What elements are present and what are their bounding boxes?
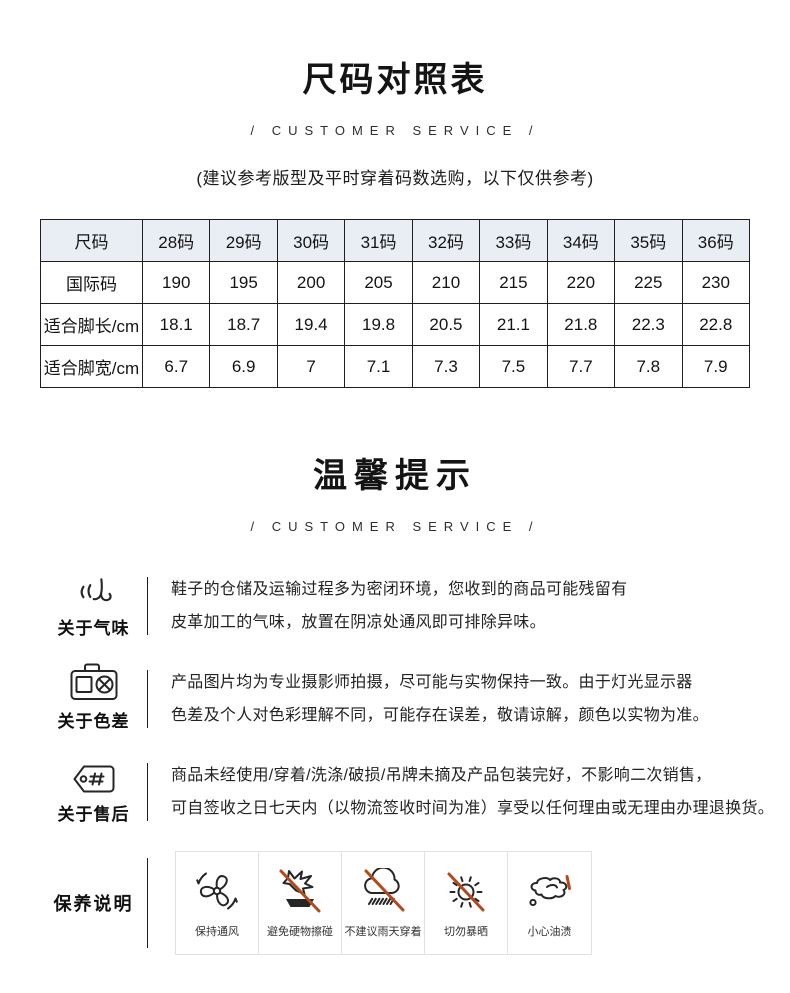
tips-list: 关于气味 鞋子的仓储及运输过程多为密闭环境，您收到的商品可能残留有 皮革加工的气…: [40, 572, 774, 825]
tip-text: 产品图片均为专业摄影师拍摄，尽可能与实物保持一致。由于灯光显示器 色差及个人对色…: [171, 666, 709, 732]
tip-left-aftersale: 关于售后: [40, 758, 147, 825]
care-cell-no-scrape: 避免硬物擦碰: [259, 852, 342, 954]
tip-row-aftersale: 关于售后 商品未经使用/穿着/洗涤/破损/吊牌未摘及产品包装完好，不影响二次销售…: [40, 758, 774, 825]
table-cell: 19.4: [276, 303, 346, 346]
vertical-divider: [147, 858, 148, 948]
table-cell: 36码: [681, 219, 750, 262]
table-cell: 6.7: [141, 345, 211, 388]
fan-icon: [194, 867, 240, 915]
table-cell: 19.8: [344, 303, 413, 346]
tip-text-line: 商品未经使用/穿着/洗涤/破损/吊牌未摘及产品包装完好，不影响二次销售，: [171, 766, 712, 784]
table-cell: 国际码: [40, 261, 143, 304]
camera-icon: [70, 663, 118, 701]
table-cell: 18.7: [209, 303, 278, 346]
nose-icon: [75, 572, 113, 608]
tip-text: 商品未经使用/穿着/洗涤/破损/吊牌未摘及产品包装完好，不影响二次销售， 可自签…: [171, 759, 774, 825]
tag-icon: [72, 758, 116, 794]
table-cell: 21.8: [546, 303, 616, 346]
table-cell: 7.7: [546, 345, 616, 388]
care-caption: 保持通风: [195, 926, 239, 938]
table-cell: 215: [479, 261, 548, 304]
tip-left-odor: 关于气味: [40, 572, 147, 639]
table-row: 适合脚长/cm 18.1 18.7 19.4 19.8 20.5 21.1 21…: [40, 303, 750, 346]
tip-label: 关于气味: [57, 619, 130, 638]
care-cell-oil: 小心油渍: [508, 852, 591, 954]
care-cell-ventilation: 保持通风: [176, 852, 259, 954]
customer-service-subtitle: / CUSTOMER SERVICE /: [250, 519, 540, 534]
table-cell: 33码: [479, 219, 548, 262]
warm-tips-title: 温馨提示: [313, 457, 477, 495]
table-cell: 220: [546, 261, 616, 304]
tip-left-color: 关于色差: [40, 663, 147, 732]
tip-label: 关于色差: [57, 712, 130, 731]
oil-stain-icon: [525, 867, 575, 915]
table-cell: 7.9: [681, 345, 750, 388]
table-cell: 18.1: [141, 303, 211, 346]
size-note: (建议参考版型及平时穿着码数选购，以下仅供参考): [196, 169, 594, 188]
table-cell: 210: [411, 261, 481, 304]
vertical-divider: [147, 762, 148, 821]
table-row: 国际码 190 195 200 205 210 215 220 225 230: [40, 261, 750, 304]
table-cell: 7.5: [479, 345, 548, 388]
table-cell: 230: [681, 261, 750, 304]
care-caption: 小心油渍: [527, 926, 572, 938]
table-cell: 7.1: [344, 345, 413, 388]
table-cell: 22.3: [614, 303, 683, 346]
customer-service-subtitle: / CUSTOMER SERVICE /: [250, 123, 540, 138]
tip-text: 鞋子的仓储及运输过程多为密闭环境，您收到的商品可能残留有 皮革加工的气味，放置在…: [171, 573, 627, 639]
tip-text-line: 产品图片均为专业摄影师拍摄，尽可能与实物保持一致。由于灯光显示器: [171, 673, 693, 691]
care-caption: 切勿暴晒: [444, 926, 488, 938]
care-cell-no-rain: 不建议雨天穿着: [342, 852, 425, 954]
no-scrape-icon: [276, 867, 324, 915]
table-cell: 适合脚宽/cm: [40, 345, 143, 388]
table-cell: 32码: [411, 219, 481, 262]
care-cell-no-sun: 切勿暴晒: [425, 852, 508, 954]
care-section: 保养说明 保持通风: [40, 851, 750, 955]
tip-row-color: 关于色差 产品图片均为专业摄影师拍摄，尽可能与实物保持一致。由于灯光显示器 色差…: [40, 663, 750, 732]
table-cell: 21.1: [479, 303, 548, 346]
table-cell: 225: [614, 261, 683, 304]
table-row: 适合脚宽/cm 6.7 6.9 7 7.1 7.3 7.5 7.7 7.8 7.…: [40, 345, 750, 388]
care-caption: 避免硬物擦碰: [267, 926, 333, 938]
table-cell: 7.8: [614, 345, 683, 388]
size-table-header-row: 尺码 28码 29码 30码 31码 32码 33码 34码 35码 36码: [40, 219, 750, 262]
table-cell: 29码: [209, 219, 278, 262]
tip-text-line: 鞋子的仓储及运输过程多为密闭环境，您收到的商品可能残留有: [171, 580, 628, 598]
tip-row-odor: 关于气味 鞋子的仓储及运输过程多为密闭环境，您收到的商品可能残留有 皮革加工的气…: [40, 572, 750, 639]
vertical-divider: [147, 669, 148, 728]
table-cell: 28码: [141, 219, 211, 262]
table-cell: 205: [344, 261, 413, 304]
table-cell: 适合脚长/cm: [40, 303, 143, 346]
size-table: 尺码 28码 29码 30码 31码 32码 33码 34码 35码 36码 国…: [40, 219, 750, 388]
table-cell: 7: [276, 345, 346, 388]
tip-text-line: 皮革加工的气味，放置在阴凉处通风即可排除异味。: [171, 613, 546, 631]
table-cell: 35码: [614, 219, 683, 262]
care-label: 保养说明: [53, 894, 134, 914]
table-cell: 31码: [344, 219, 413, 262]
care-caption: 不建议雨天穿着: [344, 926, 422, 938]
no-sun-icon: [442, 867, 490, 915]
tip-text-line: 色差及个人对色彩理解不同，可能存在误差，敬请谅解，颜色以实物为准。: [171, 706, 709, 724]
tip-label: 关于售后: [57, 805, 130, 824]
table-cell: 20.5: [411, 303, 481, 346]
table-cell: 200: [276, 261, 346, 304]
table-cell: 34码: [546, 219, 616, 262]
table-cell: 190: [141, 261, 211, 304]
table-cell: 7.3: [411, 345, 481, 388]
table-cell: 6.9: [209, 345, 278, 388]
no-rain-icon: [358, 867, 408, 915]
size-chart-title: 尺码对照表: [302, 61, 488, 99]
table-cell: 22.8: [681, 303, 750, 346]
table-cell: 195: [209, 261, 278, 304]
table-cell: 尺码: [40, 219, 143, 262]
care-grid: 保持通风 避免硬物擦碰: [175, 851, 592, 955]
vertical-divider: [147, 576, 148, 635]
tip-text-line: 可自签收之日七天内（以物流签收时间为准）享受以任何理由或无理由办理退换货。: [171, 799, 775, 817]
table-cell: 30码: [276, 219, 346, 262]
